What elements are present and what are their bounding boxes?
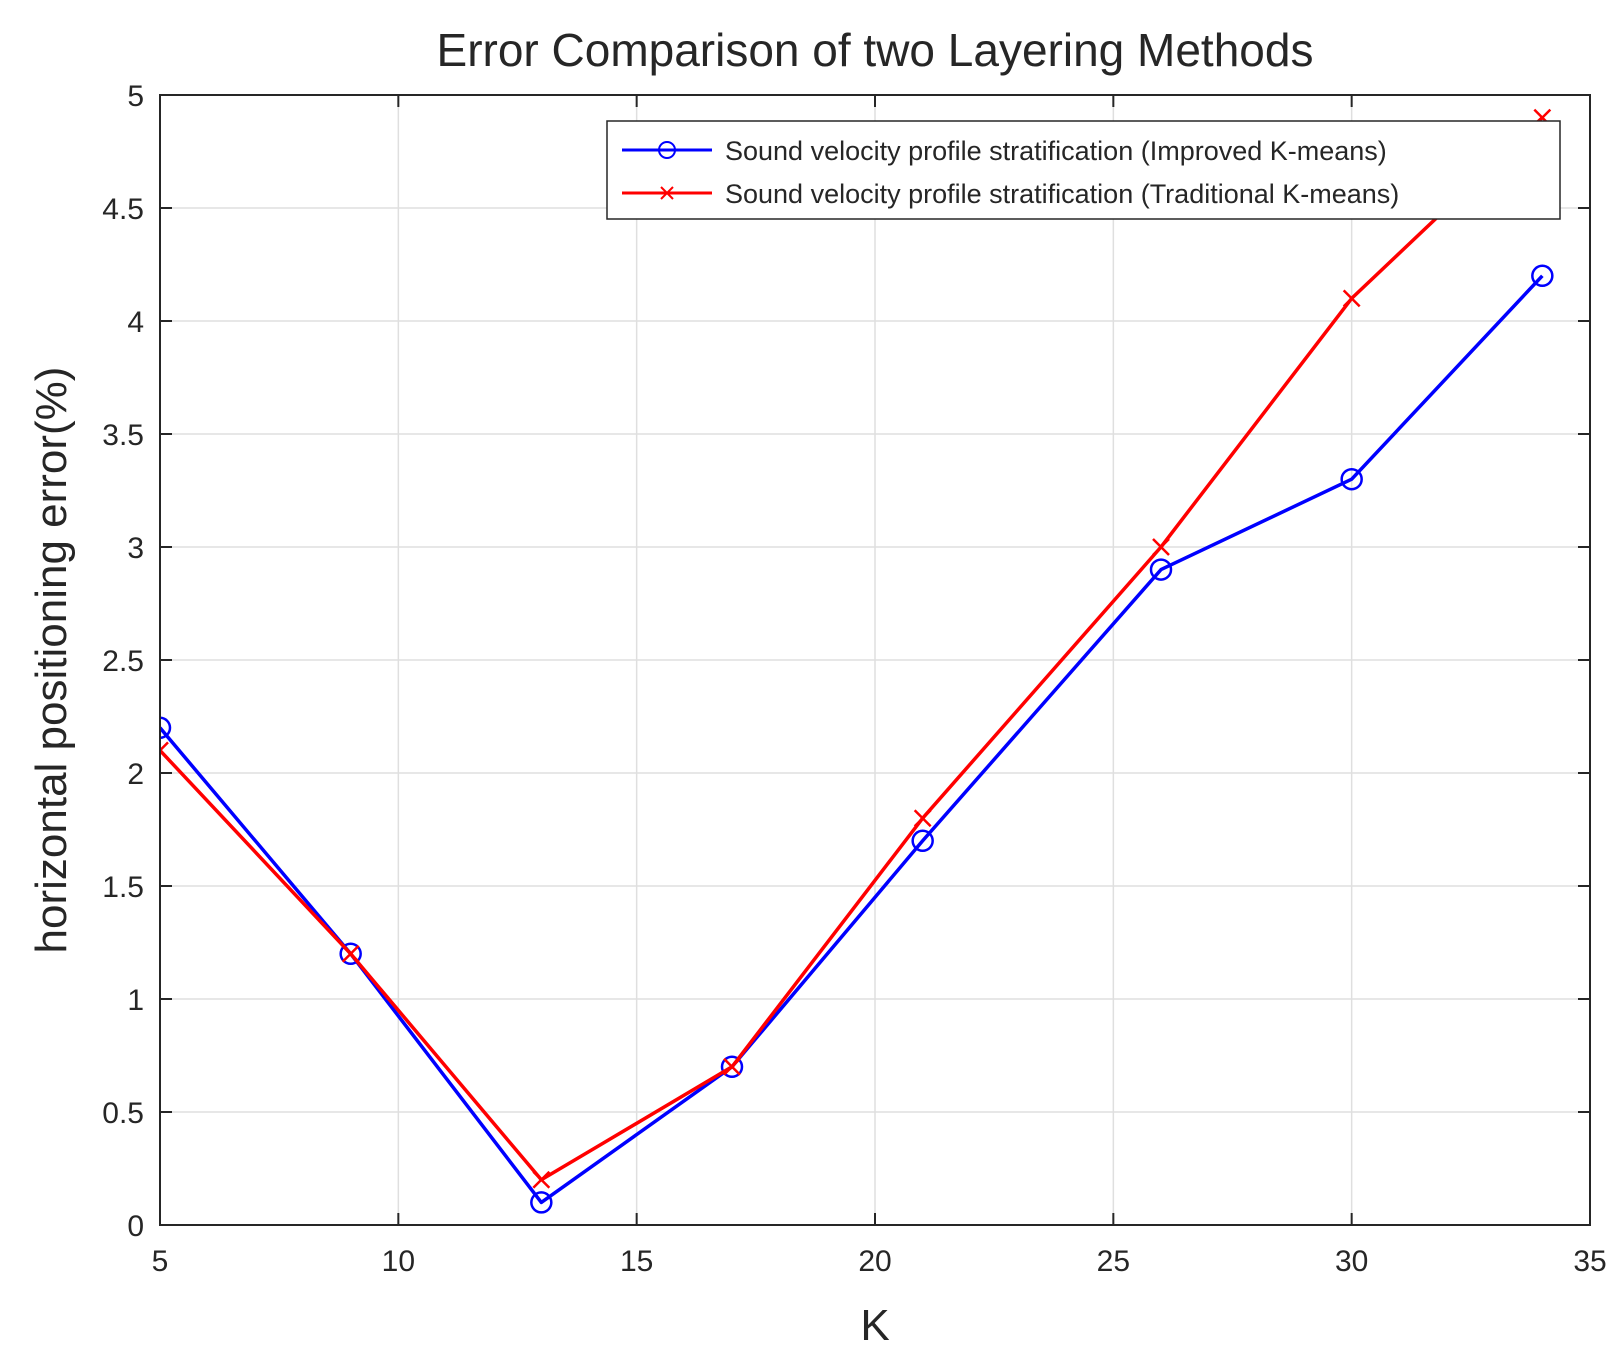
data-point-traditional	[160, 741, 169, 760]
y-tick-label: 5	[127, 80, 144, 113]
x-tick-label: 15	[620, 1245, 653, 1278]
x-axis-label: K	[860, 1301, 889, 1350]
legend-label-traditional: Sound velocity profile stratification (T…	[725, 179, 1399, 209]
series-line-improved	[160, 274, 1544, 1205]
y-tick-label: 4.5	[102, 193, 144, 226]
y-axis-label: horizontal positioning error(%)	[27, 367, 76, 954]
x-tick-label: 10	[382, 1245, 415, 1278]
legend-box	[606, 120, 1561, 220]
legend-entry-traditional: Sound velocity profile stratification (T…	[622, 179, 1399, 209]
x-tick-label: 35	[1573, 1245, 1606, 1278]
data-point-traditional	[1342, 289, 1361, 308]
legend: Sound velocity profile stratification (I…	[606, 120, 1561, 220]
legend-marker-traditional	[660, 186, 674, 200]
x-tick-labels: 5 10 15 20 25 30 35	[152, 1245, 1607, 1278]
ticks	[159, 94, 1591, 1226]
series-line-traditional	[160, 116, 1544, 1182]
y-tick-label: 1.5	[102, 871, 144, 904]
y-tick-label: 0	[127, 1210, 144, 1243]
data-point-improved	[720, 1055, 744, 1079]
data-point-improved	[911, 829, 934, 853]
data-point-traditional	[723, 1057, 741, 1076]
data-point-traditional	[341, 944, 360, 963]
y-tick-label: 0.5	[102, 1097, 144, 1130]
legend-label-improved: Sound velocity profile stratification (I…	[725, 136, 1387, 166]
data-point-improved	[530, 1191, 553, 1214]
data-point-improved	[339, 942, 362, 966]
y-tick-label: 3	[127, 532, 144, 565]
y-tick-label: 3.5	[102, 419, 144, 452]
data-point-improved	[1149, 558, 1173, 581]
chart-title: Error Comparison of two Layering Methods	[437, 24, 1314, 76]
x-tick-label: 5	[152, 1245, 169, 1278]
x-tick-label: 25	[1097, 1245, 1130, 1278]
data-point-improved	[1531, 264, 1554, 288]
legend-entry-improved: Sound velocity profile stratification (I…	[622, 136, 1387, 166]
y-tick-label: 2.5	[102, 645, 144, 678]
y-tick-labels: 0 0.5 1 1.5 2 2.5 3 3.5 4 4.5 5	[102, 80, 144, 1243]
data-point-improved	[1340, 467, 1363, 491]
x-tick-label: 20	[858, 1245, 891, 1278]
y-tick-label: 2	[127, 758, 144, 791]
legend-marker-improved	[658, 141, 676, 159]
y-tick-label: 1	[127, 984, 144, 1017]
series-layer	[160, 108, 1554, 1214]
data-point-traditional	[532, 1170, 551, 1189]
x-tick-label: 30	[1335, 1245, 1368, 1278]
data-point-traditional	[1152, 538, 1170, 556]
data-point-traditional	[913, 809, 932, 828]
data-point-improved	[160, 716, 172, 740]
y-tick-label: 4	[127, 306, 144, 339]
